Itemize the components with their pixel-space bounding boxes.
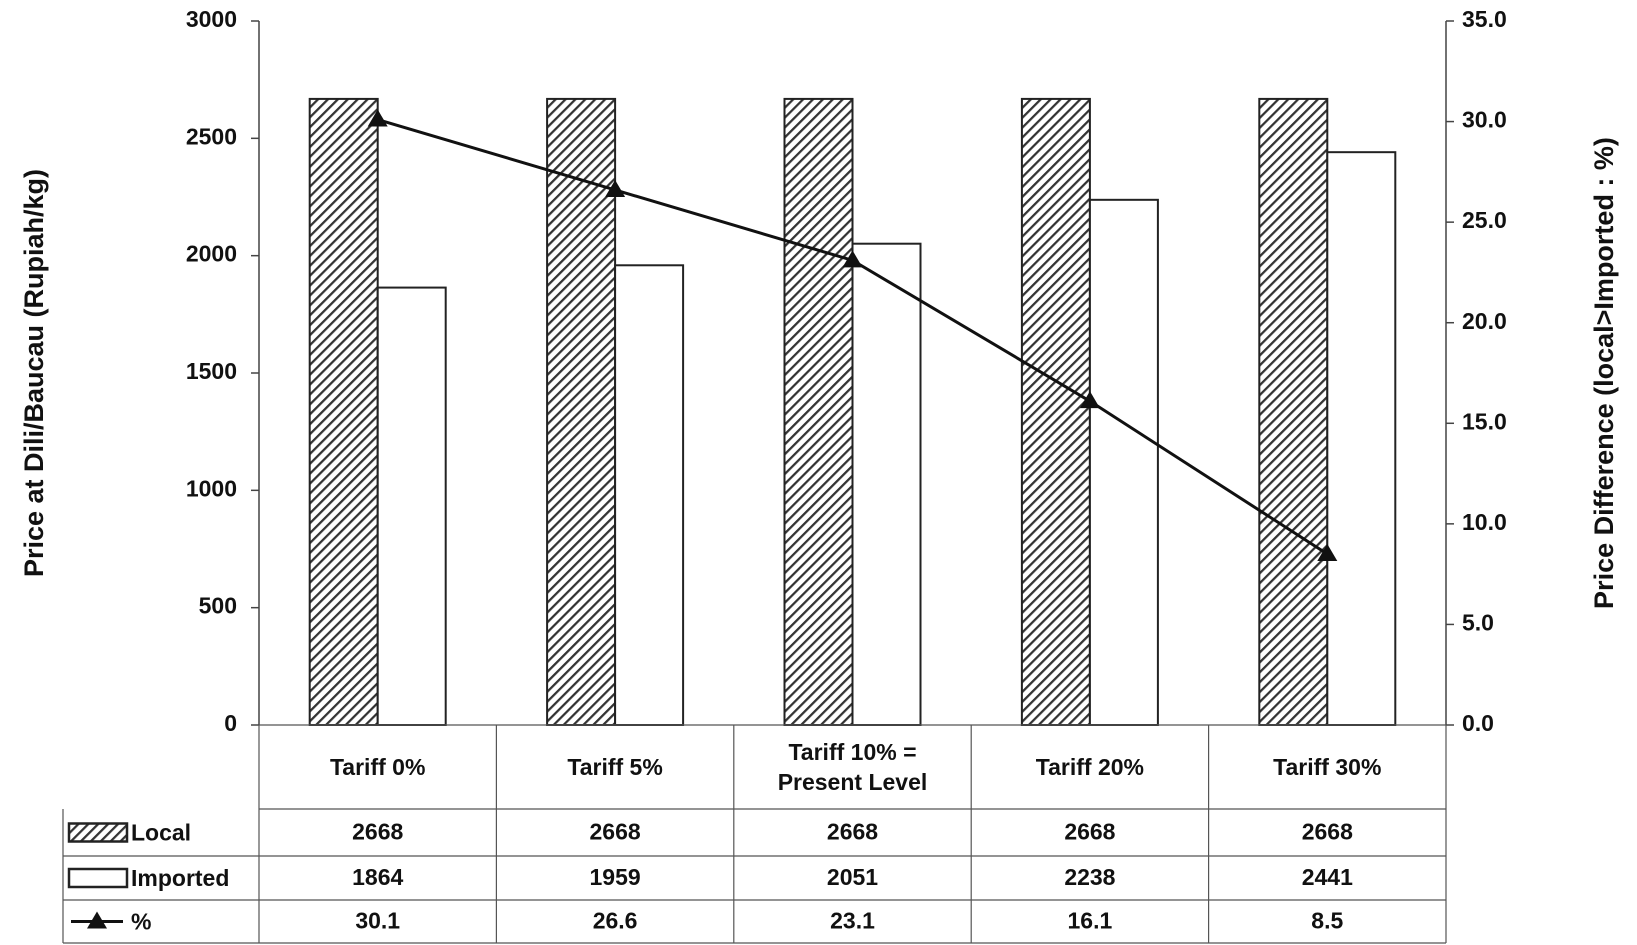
y-tick-label: 2000 (186, 241, 237, 267)
y2-tick-label: 35.0 (1462, 6, 1507, 32)
y-axis-title: Price at Dili/Baucau (Rupiah/kg) (19, 169, 49, 577)
bar (308, 97, 379, 726)
y-tick-label: 0 (224, 710, 237, 736)
y-tick-label: 500 (199, 593, 237, 619)
table-value: 1864 (352, 864, 403, 890)
table-value: 2668 (1302, 819, 1353, 845)
y2-tick-label: 20.0 (1462, 308, 1507, 334)
bar (1326, 151, 1397, 727)
table-value: 2051 (827, 864, 878, 890)
x-tick-label: Tariff 0% (329, 754, 426, 780)
table-value: 26.6 (593, 908, 638, 934)
line-marker (1079, 391, 1100, 409)
bar (1258, 97, 1329, 726)
table-value: 2668 (1064, 819, 1115, 845)
legend-key (87, 911, 107, 929)
y2-tick-label: 25.0 (1462, 207, 1507, 233)
table-value: 2441 (1302, 864, 1353, 890)
bar (614, 264, 685, 726)
line-marker (842, 250, 863, 268)
table-value: 30.1 (355, 908, 400, 934)
table-value: 2668 (590, 819, 641, 845)
table-value: 2238 (1064, 864, 1115, 890)
y-tick-label: 2500 (186, 123, 237, 149)
y-tick-label: 3000 (186, 6, 237, 32)
table-value: 8.5 (1311, 908, 1343, 934)
x-tick-label: Tariff 20% (1035, 754, 1144, 780)
legend-label: Local (131, 820, 191, 846)
y2-tick-label: 5.0 (1462, 610, 1494, 636)
y-tick-label: 1000 (186, 475, 237, 501)
line-marker (605, 179, 626, 197)
x-tick-label: Tariff 30% (1273, 754, 1382, 780)
table-value: 2668 (352, 819, 403, 845)
y2-tick-label: 10.0 (1462, 509, 1507, 535)
line-marker (367, 109, 388, 127)
bar (546, 97, 617, 726)
y2-axis-title: Price Difference (local>Imported : %) (1589, 137, 1619, 609)
table-value: 1959 (590, 864, 641, 890)
bar (376, 286, 447, 726)
line-marker (1317, 544, 1338, 562)
y-tick-label: 1500 (186, 358, 237, 384)
legend-label: % (131, 909, 151, 935)
bar (851, 242, 922, 726)
bar (1020, 97, 1091, 726)
x-tick-label: Tariff 10% = Present Level (777, 739, 928, 795)
legend-label: Imported (131, 865, 229, 891)
legend-key (67, 867, 129, 889)
y2-tick-label: 0.0 (1462, 710, 1494, 736)
y2-tick-label: 30.0 (1462, 107, 1507, 133)
bar (783, 97, 854, 726)
bar (1088, 198, 1159, 727)
x-tick-label: Tariff 5% (567, 754, 663, 780)
table-value: 23.1 (830, 908, 875, 934)
table-value: 16.1 (1068, 908, 1113, 934)
table-value: 2668 (827, 819, 878, 845)
y2-tick-label: 15.0 (1462, 408, 1507, 434)
legend-key (67, 822, 129, 843)
